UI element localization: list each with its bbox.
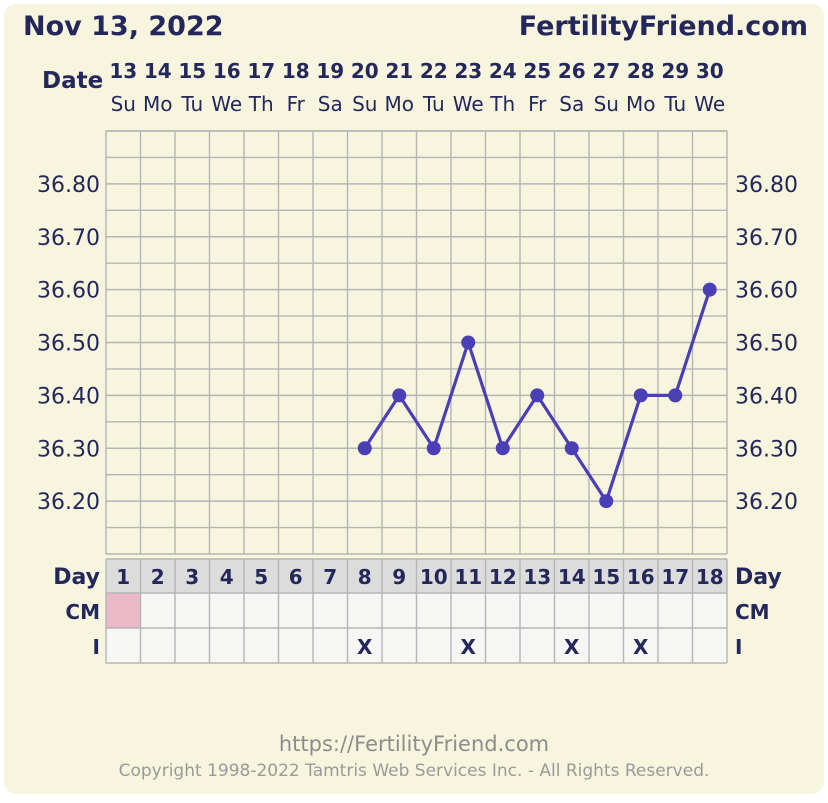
- date-label: 13: [109, 59, 137, 83]
- date-label: 15: [178, 59, 206, 83]
- temperature-point: [495, 441, 510, 456]
- y-tick-left: 36.80: [37, 173, 100, 198]
- weekday-label: We: [453, 92, 484, 116]
- temperature-point: [426, 441, 441, 456]
- i-mark: X: [633, 635, 649, 659]
- i-row-label-left: I: [93, 635, 100, 659]
- date-label: 19: [316, 59, 344, 83]
- y-tick-left: 36.50: [37, 332, 100, 357]
- cycle-day-label: 5: [254, 565, 268, 589]
- cycle-day-label: 13: [523, 565, 551, 589]
- temperature-point: [530, 388, 545, 403]
- y-tick-left: 36.70: [37, 226, 100, 251]
- temperature-point: [564, 441, 579, 456]
- date-label: 27: [592, 59, 620, 83]
- date-label: 24: [489, 59, 517, 83]
- i-mark: X: [357, 635, 373, 659]
- y-tick-right: 36.70: [735, 226, 798, 251]
- cycle-day-label: 2: [151, 565, 165, 589]
- cm-cell-marked: [106, 593, 141, 628]
- y-tick-right: 36.20: [735, 490, 798, 515]
- y-tick-left: 36.60: [37, 279, 100, 304]
- cm-row-label-left: CM: [65, 600, 100, 624]
- cycle-day-label: 8: [358, 565, 372, 589]
- date-label: 14: [144, 59, 172, 83]
- weekday-label: Su: [594, 92, 619, 116]
- cycle-day-label: 12: [489, 565, 517, 589]
- temperature-point: [633, 388, 648, 403]
- temperature-point: [461, 335, 476, 350]
- weekday-label: Su: [352, 92, 377, 116]
- cycle-day-label: 3: [185, 565, 199, 589]
- weekday-label: Fr: [528, 92, 547, 116]
- date-label: 25: [523, 59, 551, 83]
- weekday-label: Mo: [385, 92, 415, 116]
- day-row-label-right: Day: [735, 565, 782, 590]
- weekday-label: Tu: [180, 92, 203, 116]
- date-label: 29: [661, 59, 689, 83]
- date-label: 17: [247, 59, 275, 83]
- cycle-day-label: 1: [116, 565, 130, 589]
- cycle-day-label: 10: [420, 565, 448, 589]
- date-label: 18: [282, 59, 310, 83]
- temperature-point: [702, 282, 717, 297]
- cycle-day-label: 9: [392, 565, 406, 589]
- cycle-day-label: 7: [323, 565, 337, 589]
- weekday-label: Mo: [626, 92, 656, 116]
- date-label: 16: [213, 59, 241, 83]
- date-label: 26: [558, 59, 586, 83]
- cycle-day-label: 4: [220, 565, 234, 589]
- day-row-label-left: Day: [53, 565, 100, 590]
- date-label: 23: [454, 59, 482, 83]
- weekday-label: Mo: [143, 92, 173, 116]
- weekday-label: Th: [248, 92, 274, 116]
- y-tick-left: 36.30: [37, 437, 100, 462]
- weekday-label: Fr: [287, 92, 306, 116]
- cycle-day-label: 15: [592, 565, 620, 589]
- weekday-label: Tu: [422, 92, 445, 116]
- fertility-chart-page: Nov 13, 2022 FertilityFriend.com Date 13…: [4, 4, 824, 794]
- temperature-point: [599, 494, 614, 509]
- y-tick-right: 36.50: [735, 332, 798, 357]
- date-label: 20: [351, 59, 379, 83]
- weekday-label: Sa: [318, 92, 343, 116]
- i-row-label-right: I: [735, 635, 742, 659]
- weekday-label: Tu: [663, 92, 686, 116]
- cm-row-label-right: CM: [735, 600, 770, 624]
- y-tick-right: 36.40: [735, 384, 798, 409]
- y-tick-left: 36.40: [37, 384, 100, 409]
- weekday-label: We: [211, 92, 242, 116]
- date-label: 30: [696, 59, 724, 83]
- cycle-day-label: 11: [454, 565, 482, 589]
- date-label: 22: [420, 59, 448, 83]
- date-label: 21: [385, 59, 413, 83]
- chart-date: Nov 13, 2022: [23, 11, 224, 42]
- weekday-label: Sa: [559, 92, 584, 116]
- footer-url[interactable]: https://FertilityFriend.com: [278, 732, 550, 756]
- cycle-day-label: 16: [627, 565, 655, 589]
- date-label: 28: [627, 59, 655, 83]
- weekday-label: Su: [111, 92, 136, 116]
- footer-copyright: Copyright 1998-2022 Tamtris Web Services…: [118, 761, 710, 781]
- y-tick-right: 36.30: [735, 437, 798, 462]
- temperature-point: [668, 388, 683, 403]
- temperature-point: [392, 388, 407, 403]
- i-mark: X: [461, 635, 477, 659]
- weekday-label: We: [694, 92, 725, 116]
- temperature-point: [357, 441, 372, 456]
- cycle-day-label: 17: [661, 565, 689, 589]
- y-tick-right: 36.60: [735, 279, 798, 304]
- site-name[interactable]: FertilityFriend.com: [518, 11, 808, 42]
- cycle-day-label: 18: [696, 565, 724, 589]
- y-tick-right: 36.80: [735, 173, 798, 198]
- i-mark: X: [564, 635, 580, 659]
- cycle-day-label: 14: [558, 565, 586, 589]
- weekday-label: Th: [489, 92, 515, 116]
- y-tick-left: 36.20: [37, 490, 100, 515]
- cycle-day-label: 6: [289, 565, 303, 589]
- date-row-label: Date: [42, 68, 104, 94]
